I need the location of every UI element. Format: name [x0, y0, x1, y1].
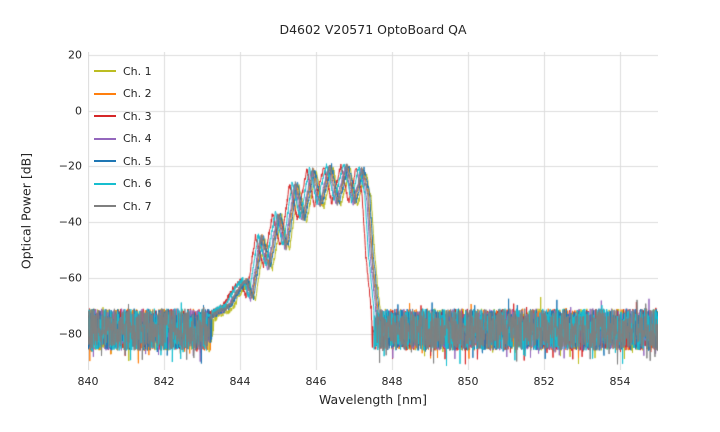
legend-swatch	[94, 70, 116, 73]
legend-item: Ch. 7	[94, 195, 152, 218]
legend-item: Ch. 6	[94, 173, 152, 196]
legend-label: Ch. 4	[123, 132, 152, 146]
legend-swatch	[94, 115, 116, 118]
legend-swatch	[94, 137, 116, 140]
x-tick-label: 854	[609, 375, 631, 388]
legend-swatch	[94, 182, 116, 185]
y-tick-label: −40	[58, 215, 82, 229]
legend-swatch	[94, 205, 116, 208]
x-tick-label: 846	[305, 375, 327, 388]
legend-item: Ch. 1	[94, 60, 152, 83]
y-tick-label: −60	[58, 271, 82, 285]
x-tick-label: 842	[153, 375, 175, 388]
x-tick-label: 852	[533, 375, 555, 388]
chart-title: D4602 V20571 OptoBoard QA	[279, 22, 467, 37]
legend-item: Ch. 2	[94, 83, 152, 106]
legend-label: Ch. 7	[123, 199, 152, 213]
legend-label: Ch. 1	[123, 64, 152, 78]
legend-item: Ch. 3	[94, 105, 152, 128]
y-tick-label: 0	[75, 104, 82, 118]
x-axis-label: Wavelength [nm]	[319, 392, 427, 407]
x-tick-label: 844	[229, 375, 251, 388]
legend-label: Ch. 6	[123, 177, 152, 191]
y-tick-label: 20	[68, 48, 82, 62]
y-axis-label: Optical Power [dB]	[18, 152, 34, 270]
legend-label: Ch. 3	[123, 109, 152, 123]
x-tick-label: 848	[381, 375, 403, 388]
plot-canvas	[88, 52, 658, 370]
plot-area: Ch. 1 Ch. 2 Ch. 3 Ch. 4 Ch. 5 Ch. 6 Ch. 7	[88, 52, 658, 370]
legend-label: Ch. 2	[123, 87, 152, 101]
legend: Ch. 1 Ch. 2 Ch. 3 Ch. 4 Ch. 5 Ch. 6 Ch. 7	[94, 60, 152, 218]
y-tick-label: −80	[58, 327, 82, 341]
x-tick-label: 840	[77, 375, 99, 388]
legend-swatch	[94, 92, 116, 95]
legend-swatch	[94, 160, 116, 163]
legend-item: Ch. 4	[94, 128, 152, 151]
legend-item: Ch. 5	[94, 150, 152, 173]
y-tick-label: −20	[58, 159, 82, 173]
x-tick-label: 850	[457, 375, 479, 388]
legend-label: Ch. 5	[123, 154, 152, 168]
